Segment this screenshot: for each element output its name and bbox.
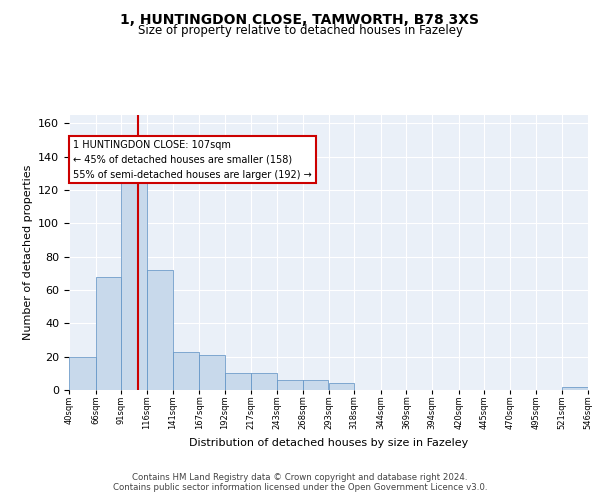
Bar	[277, 380, 303, 390]
Bar	[303, 380, 329, 390]
Bar	[251, 374, 277, 390]
Bar	[173, 352, 199, 390]
Bar	[562, 386, 588, 390]
Bar	[95, 276, 121, 390]
Text: Contains HM Land Registry data © Crown copyright and database right 2024.
Contai: Contains HM Land Registry data © Crown c…	[113, 473, 487, 492]
Bar	[121, 180, 147, 390]
Bar	[147, 270, 173, 390]
Bar	[329, 384, 354, 390]
Bar	[225, 374, 251, 390]
Y-axis label: Number of detached properties: Number of detached properties	[23, 165, 32, 340]
Text: 1 HUNTINGDON CLOSE: 107sqm
← 45% of detached houses are smaller (158)
55% of sem: 1 HUNTINGDON CLOSE: 107sqm ← 45% of deta…	[73, 140, 312, 179]
Bar	[69, 356, 95, 390]
Text: Size of property relative to detached houses in Fazeley: Size of property relative to detached ho…	[137, 24, 463, 37]
Text: 1, HUNTINGDON CLOSE, TAMWORTH, B78 3XS: 1, HUNTINGDON CLOSE, TAMWORTH, B78 3XS	[121, 12, 479, 26]
Bar	[199, 355, 225, 390]
X-axis label: Distribution of detached houses by size in Fazeley: Distribution of detached houses by size …	[189, 438, 468, 448]
